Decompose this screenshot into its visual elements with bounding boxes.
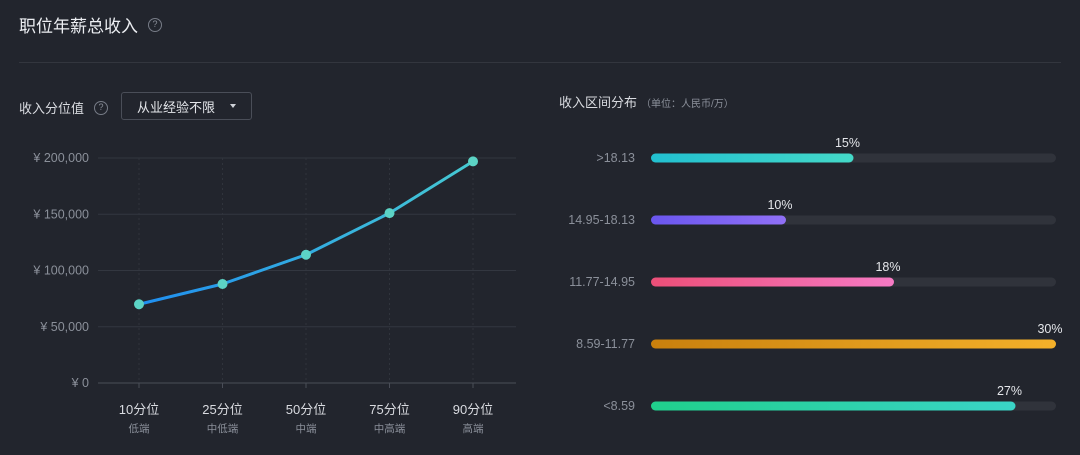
x-tick-sublabel: 中端 — [296, 422, 317, 435]
x-tick-label: 75分位 — [369, 402, 409, 417]
page-title-text: 职位年薪总收入 — [19, 17, 138, 36]
data-point — [384, 208, 395, 219]
bar-category-label: 14.95-18.13 — [568, 213, 635, 227]
distribution-label-text: 收入区间分布 — [559, 95, 638, 110]
bar — [651, 215, 786, 225]
bar-category-label: 8.59-11.77 — [576, 337, 635, 351]
x-tick-label: 50分位 — [286, 402, 326, 417]
bar-value-label: 10% — [767, 198, 792, 212]
y-tick-label: ¥ 50,000 — [39, 320, 89, 334]
help-icon[interactable]: ? — [148, 17, 162, 32]
x-tick-sublabel: 中低端 — [207, 422, 239, 435]
data-point — [217, 279, 228, 289]
caret-down-icon — [230, 104, 236, 108]
experience-dropdown-value: 从业经验不限 — [137, 99, 216, 115]
bar — [651, 153, 854, 163]
page-title: 职位年薪总收入 ? — [19, 12, 162, 37]
series-line — [137, 159, 475, 306]
data-point — [301, 249, 311, 260]
y-tick-label: ¥ 200,000 — [32, 151, 89, 165]
x-tick-label: 10分位 — [119, 402, 159, 417]
x-tick-label: 90分位 — [453, 402, 493, 417]
percentile-help-icon[interactable]: ? — [94, 100, 109, 115]
x-tick-sublabel: 低端 — [129, 422, 150, 435]
bar-value-label: 27% — [997, 384, 1022, 398]
percentile-label-text: 收入分位值 — [19, 101, 85, 116]
percentile-label: 收入分位值 ? — [19, 98, 109, 117]
percentile-line-chart: ¥ 200,000 ¥ 150,000 ¥ 100,000 ¥ 50,000 ¥ 0 10… — [32, 151, 516, 435]
y-tick-label: ¥ 0 — [71, 376, 89, 390]
y-tick-label: ¥ 100,000 — [32, 264, 89, 278]
x-tick-sublabel: 高端 — [463, 422, 484, 435]
x-tick-label: 25分位 — [202, 402, 242, 417]
bar — [651, 339, 1056, 349]
divider — [19, 62, 1061, 63]
bar-value-label: 30% — [1037, 322, 1062, 336]
distribution-bar-chart: >18.13 15% 14.95-18.13 10% 11.77-14.95 18% 8.5… — [568, 136, 1062, 413]
bar-category-label: >18.13 — [596, 151, 635, 165]
bar — [651, 277, 894, 287]
data-point — [468, 156, 478, 167]
bar-category-label: 11.77-14.95 — [569, 275, 635, 289]
bar-value-label: 15% — [835, 136, 860, 150]
y-tick-label: ¥ 150,000 — [32, 207, 89, 221]
data-point — [134, 299, 144, 310]
bar-value-label: 18% — [875, 260, 900, 274]
bar-category-label: <8.59 — [603, 399, 635, 413]
distribution-unit: （单位：人民币/万） — [641, 99, 734, 110]
distribution-label: 收入区间分布 （单位：人民币/万） — [559, 92, 734, 111]
x-tick-sublabel: 中高端 — [374, 422, 406, 435]
bar — [651, 401, 1016, 411]
experience-dropdown[interactable]: 从业经验不限 — [121, 92, 252, 120]
